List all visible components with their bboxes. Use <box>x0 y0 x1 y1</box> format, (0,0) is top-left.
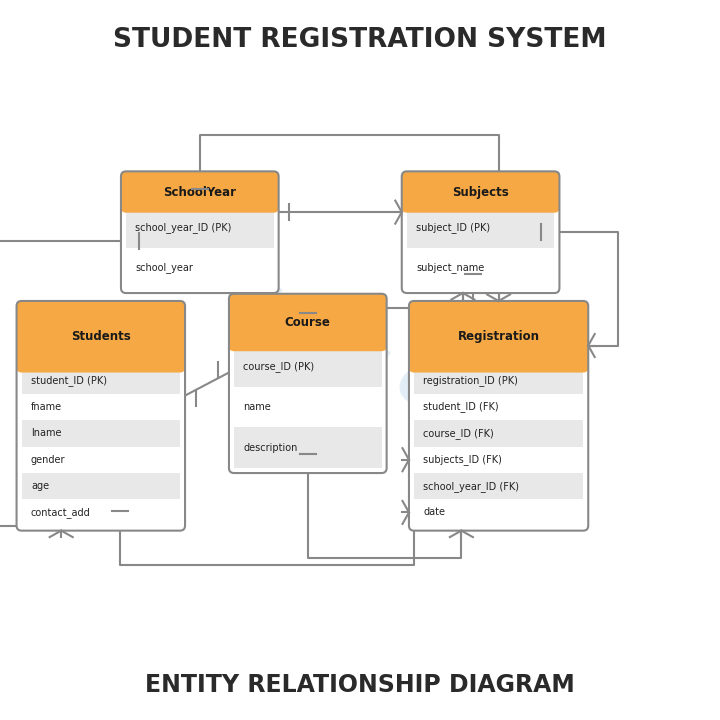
Text: Course: Course <box>285 316 330 329</box>
Text: description: description <box>243 443 298 453</box>
FancyBboxPatch shape <box>121 171 279 212</box>
Text: subjects_ID (FK): subjects_ID (FK) <box>423 454 503 465</box>
Bar <box>22 499 180 526</box>
FancyBboxPatch shape <box>402 171 559 293</box>
Text: lname: lname <box>31 428 61 438</box>
Text: Registration: Registration <box>458 330 539 343</box>
Bar <box>407 207 554 248</box>
Text: course_ID (FK): course_ID (FK) <box>423 428 494 438</box>
Bar <box>407 248 554 288</box>
FancyBboxPatch shape <box>229 294 387 473</box>
FancyBboxPatch shape <box>402 171 559 212</box>
Bar <box>126 207 274 248</box>
Text: registration_ID (PK): registration_ID (PK) <box>423 375 518 386</box>
Bar <box>414 394 583 420</box>
FancyBboxPatch shape <box>121 171 279 293</box>
Text: school_year: school_year <box>135 263 193 274</box>
FancyBboxPatch shape <box>229 294 387 351</box>
Bar <box>414 446 583 473</box>
Text: fname: fname <box>31 402 62 412</box>
Bar <box>234 428 382 468</box>
Bar <box>126 248 274 288</box>
Text: student_ID (PK): student_ID (PK) <box>31 375 107 386</box>
Bar <box>414 420 583 446</box>
Text: school_year_ID (FK): school_year_ID (FK) <box>423 481 519 492</box>
Bar <box>22 367 180 394</box>
Text: subject_ID (PK): subject_ID (PK) <box>416 222 490 233</box>
Bar <box>234 387 382 428</box>
Text: date: date <box>423 508 446 518</box>
Bar <box>414 473 583 499</box>
Text: name: name <box>243 402 271 412</box>
Bar <box>22 473 180 499</box>
Text: contact_add: contact_add <box>31 507 91 518</box>
Text: course_ID (PK): course_ID (PK) <box>243 361 315 372</box>
Text: SchoolYear: SchoolYear <box>163 186 236 199</box>
Text: Students: Students <box>71 330 130 343</box>
FancyBboxPatch shape <box>17 301 185 372</box>
Text: gender: gender <box>31 455 66 464</box>
Bar <box>22 446 180 473</box>
Bar <box>22 420 180 446</box>
Bar <box>234 346 382 387</box>
Bar <box>414 367 583 394</box>
FancyBboxPatch shape <box>409 301 588 531</box>
Text: student_ID (FK): student_ID (FK) <box>423 402 499 413</box>
Text: subject_name: subject_name <box>416 263 485 274</box>
Text: STUDENT REGISTRATION SYSTEM: STUDENT REGISTRATION SYSTEM <box>113 27 607 53</box>
Bar <box>414 499 583 526</box>
Bar <box>22 394 180 420</box>
FancyBboxPatch shape <box>409 301 588 372</box>
Text: age: age <box>31 481 49 491</box>
Text: SOURCE CODE: SOURCE CODE <box>184 246 536 474</box>
Text: ENTITY RELATIONSHIP DIAGRAM: ENTITY RELATIONSHIP DIAGRAM <box>145 673 575 698</box>
FancyBboxPatch shape <box>17 301 185 531</box>
Text: Subjects: Subjects <box>452 186 509 199</box>
Text: school_year_ID (PK): school_year_ID (PK) <box>135 222 232 233</box>
